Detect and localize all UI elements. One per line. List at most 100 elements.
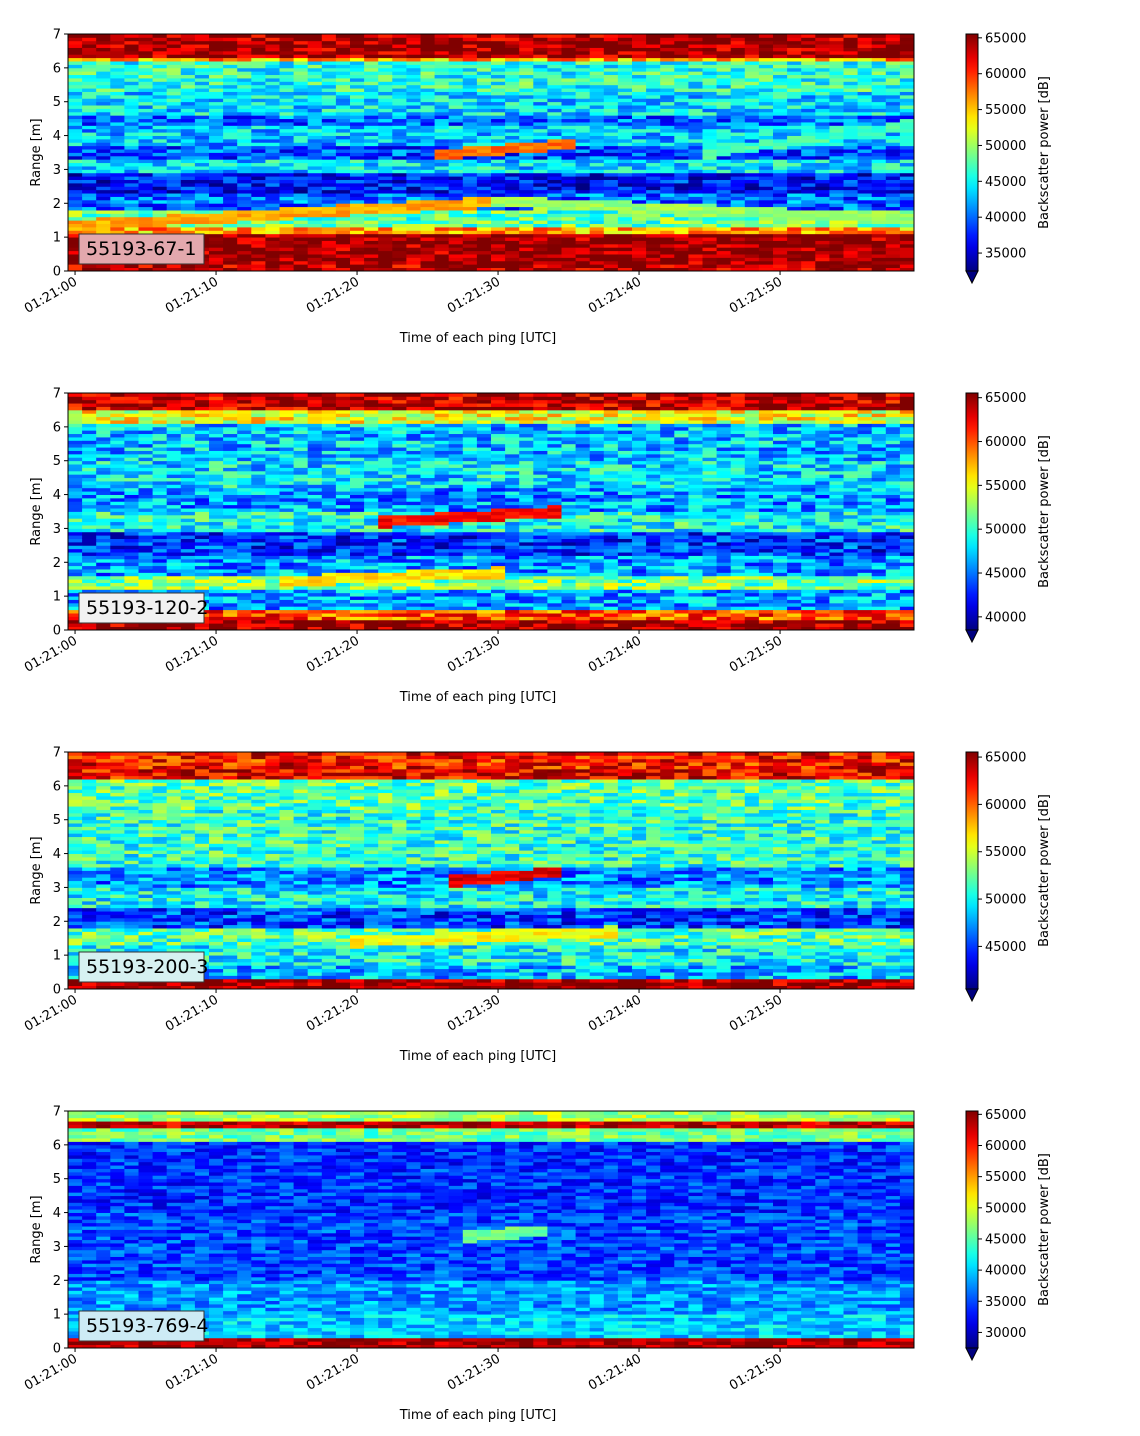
heatmap-cell (787, 142, 802, 147)
heatmap-cell (787, 226, 802, 231)
heatmap-cell (773, 122, 788, 126)
heatmap-cell (857, 142, 873, 147)
heatmap-cell (293, 176, 309, 180)
heatmap-cell (519, 223, 534, 228)
heatmap-cell (646, 172, 661, 177)
heatmap-cell (335, 223, 351, 228)
heatmap-cell (815, 264, 830, 269)
heatmap-cell (237, 159, 252, 164)
heatmap-cell (448, 105, 464, 109)
heatmap-cell (575, 101, 591, 106)
heatmap-cell (758, 78, 774, 82)
heatmap-cell (293, 71, 309, 76)
heatmap-cell (716, 196, 732, 201)
heatmap-cell (82, 562, 97, 567)
heatmap-cell (124, 447, 139, 451)
heatmap-cell (589, 67, 605, 72)
heatmap-cell (124, 457, 139, 462)
heatmap-cell (124, 437, 139, 441)
heatmap-cell (194, 477, 210, 482)
heatmap-cell (166, 223, 182, 228)
heatmap-cell (716, 166, 732, 170)
heatmap-cell (561, 210, 576, 214)
heatmap-cell (378, 233, 393, 238)
heatmap-cell (166, 623, 182, 628)
heatmap-cell (223, 186, 238, 191)
heatmap-cell (476, 81, 492, 86)
heatmap-cell (744, 166, 760, 170)
heatmap-cell (209, 606, 224, 611)
heatmap-cell (209, 521, 224, 526)
heatmap-cell (843, 135, 858, 140)
heatmap-cell (434, 247, 450, 252)
heatmap-cell (68, 34, 83, 38)
heatmap-cell (857, 115, 873, 120)
heatmap-cell (96, 210, 111, 214)
heatmap-cell (166, 582, 182, 587)
heatmap-cell (124, 74, 139, 79)
heatmap-cell (434, 182, 450, 187)
heatmap-cell (632, 186, 647, 191)
heatmap-cell (533, 257, 548, 262)
heatmap-cell (307, 122, 323, 126)
heatmap-cell (519, 199, 534, 204)
heatmap-cell (124, 179, 139, 184)
heatmap-cell (110, 169, 125, 174)
heatmap-cell (335, 267, 351, 272)
heatmap-cell (702, 142, 717, 147)
heatmap-cell (702, 199, 717, 204)
heatmap-cell (730, 179, 746, 184)
heatmap-cell (321, 199, 337, 204)
heatmap-cell (533, 47, 548, 52)
heatmap-cell (829, 206, 844, 211)
heatmap-cell (110, 135, 125, 140)
heatmap-cell (843, 88, 858, 92)
heatmap-cell (194, 138, 210, 143)
heatmap-cell (561, 64, 576, 69)
heatmap-cell (82, 582, 97, 587)
heatmap-cell (321, 216, 337, 221)
heatmap-cell (716, 101, 732, 106)
heatmap-cell (561, 233, 576, 238)
heatmap-cell (505, 257, 520, 262)
heatmap-cell (152, 169, 168, 174)
heatmap-cell (279, 61, 294, 65)
heatmap-cell (744, 78, 760, 82)
heatmap-cell (533, 105, 548, 109)
heatmap-cell (660, 57, 675, 62)
heatmap-cell (773, 189, 788, 194)
heatmap-cell (646, 67, 661, 72)
heatmap-cell (350, 125, 365, 130)
heatmap-cell (589, 155, 605, 160)
heatmap-cell (646, 91, 661, 96)
heatmap-cell (321, 118, 337, 123)
heatmap-cell (646, 101, 661, 106)
heatmap-cell (68, 260, 83, 265)
heatmap-cell (82, 37, 97, 42)
heatmap-cell (448, 37, 464, 42)
heatmap-cell (815, 155, 830, 160)
heatmap-cell (82, 477, 97, 482)
heatmap-cell (279, 105, 294, 109)
heatmap-cell (152, 105, 168, 109)
heatmap-cell (899, 98, 915, 103)
heatmap-cell (885, 50, 901, 55)
heatmap-cell (787, 216, 802, 221)
heatmap-cell (899, 50, 915, 55)
heatmap-cell (350, 267, 365, 272)
heatmap-cell (209, 166, 224, 170)
heatmap-cell (603, 118, 619, 123)
heatmap-cell (82, 44, 97, 48)
heatmap-cell (124, 196, 139, 201)
heatmap-cell (660, 149, 675, 153)
heatmap-cell (293, 162, 309, 167)
heatmap-cell (209, 189, 224, 194)
heatmap-cell (223, 122, 238, 126)
heatmap-cell (617, 67, 633, 72)
heatmap-cell (617, 50, 633, 55)
heatmap-cell (575, 34, 591, 38)
heatmap-cell (448, 111, 464, 116)
heatmap-cell (505, 101, 520, 106)
heatmap-cell (448, 108, 464, 113)
